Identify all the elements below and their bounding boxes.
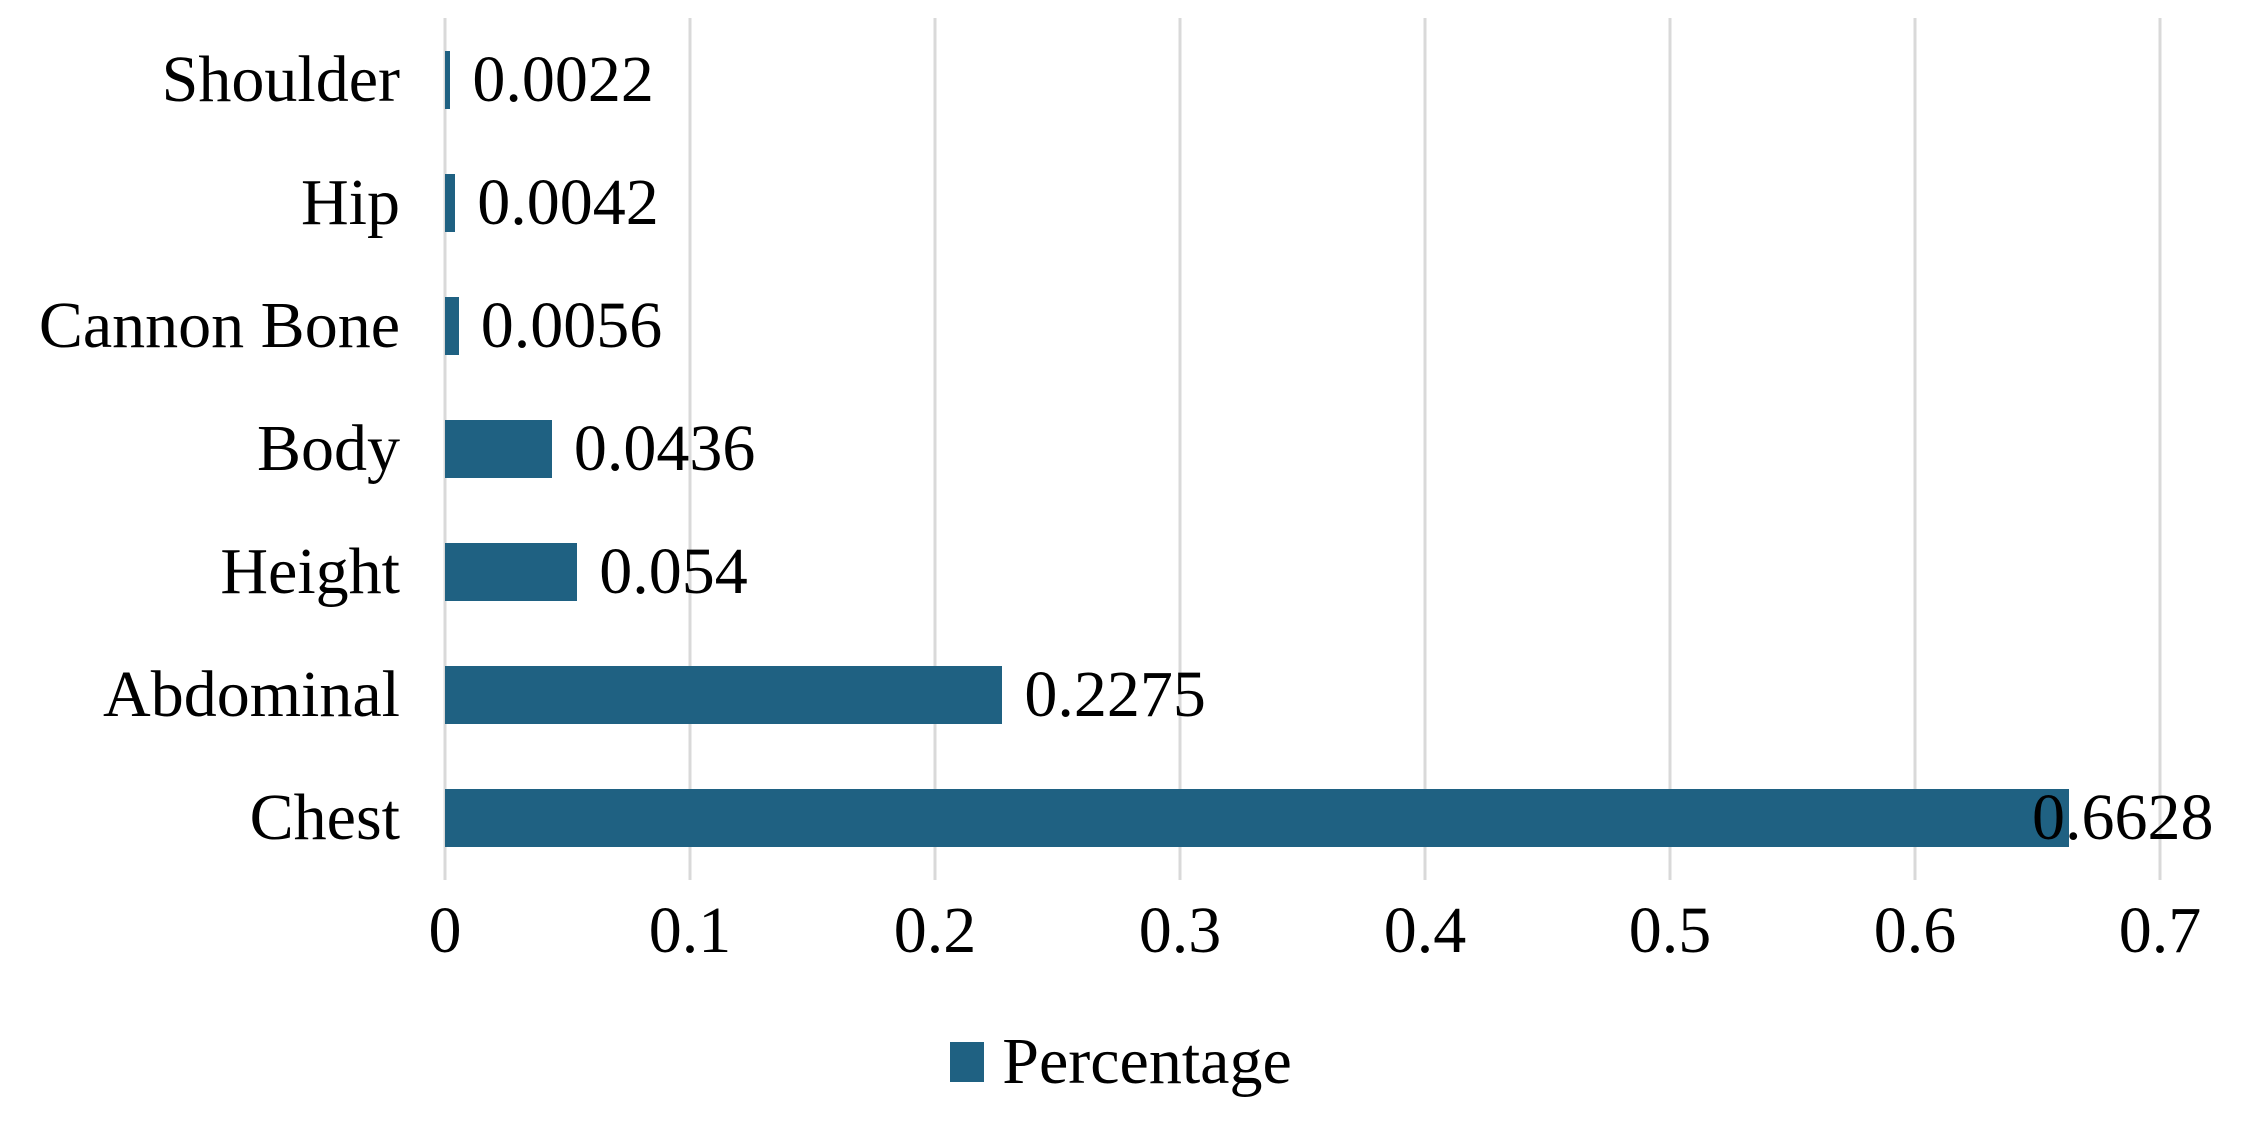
gridline bbox=[1178, 18, 1182, 880]
category-label: Chest bbox=[249, 781, 400, 855]
value-label: 0.2275 bbox=[1024, 658, 1206, 732]
x-tick-label: 0.5 bbox=[1628, 894, 1712, 967]
gridline bbox=[2158, 18, 2162, 880]
bar bbox=[445, 666, 1003, 725]
x-tick-label: 0.1 bbox=[648, 894, 732, 967]
category-label: Body bbox=[256, 411, 400, 485]
gridline bbox=[688, 18, 692, 880]
x-tick-label: 0 bbox=[428, 894, 462, 967]
x-tick-label: 0.7 bbox=[2118, 894, 2202, 967]
gridline bbox=[1668, 18, 1672, 880]
bar bbox=[445, 173, 456, 232]
bar bbox=[445, 420, 552, 478]
value-label: 0.0022 bbox=[472, 42, 654, 116]
gridline bbox=[933, 18, 937, 880]
gridline bbox=[1423, 18, 1427, 880]
x-tick-label: 0.2 bbox=[893, 894, 977, 967]
value-label: 0.0056 bbox=[480, 288, 663, 362]
value-label: 0.0042 bbox=[477, 165, 659, 239]
bar bbox=[445, 296, 459, 355]
bar bbox=[445, 789, 2069, 848]
bar bbox=[445, 50, 451, 109]
value-label: 0.6628 bbox=[2032, 781, 2214, 855]
plot-area: 0.0022 0.0042 0.0056 0.0436 0.054 0.2275 0.662… bbox=[443, 18, 2214, 880]
category-label: Height bbox=[220, 535, 400, 609]
x-tick-label: 0.6 bbox=[1873, 894, 1957, 967]
value-label: 0.054 bbox=[599, 535, 748, 609]
legend-swatch bbox=[950, 1042, 985, 1082]
gridline bbox=[1913, 18, 1917, 880]
x-tick-label: 0.3 bbox=[1138, 894, 1222, 967]
bar bbox=[445, 543, 578, 602]
legend-label: Percentage bbox=[1002, 1025, 1292, 1098]
category-label: Abdominal bbox=[103, 658, 400, 732]
category-label: Cannon Bone bbox=[38, 288, 400, 362]
legend: Percentage bbox=[0, 1012, 2242, 1112]
category-label: Shoulder bbox=[161, 42, 400, 116]
category-label: Hip bbox=[301, 165, 400, 239]
x-tick-label: 0.4 bbox=[1383, 894, 1467, 967]
value-label: 0.0436 bbox=[573, 412, 756, 485]
